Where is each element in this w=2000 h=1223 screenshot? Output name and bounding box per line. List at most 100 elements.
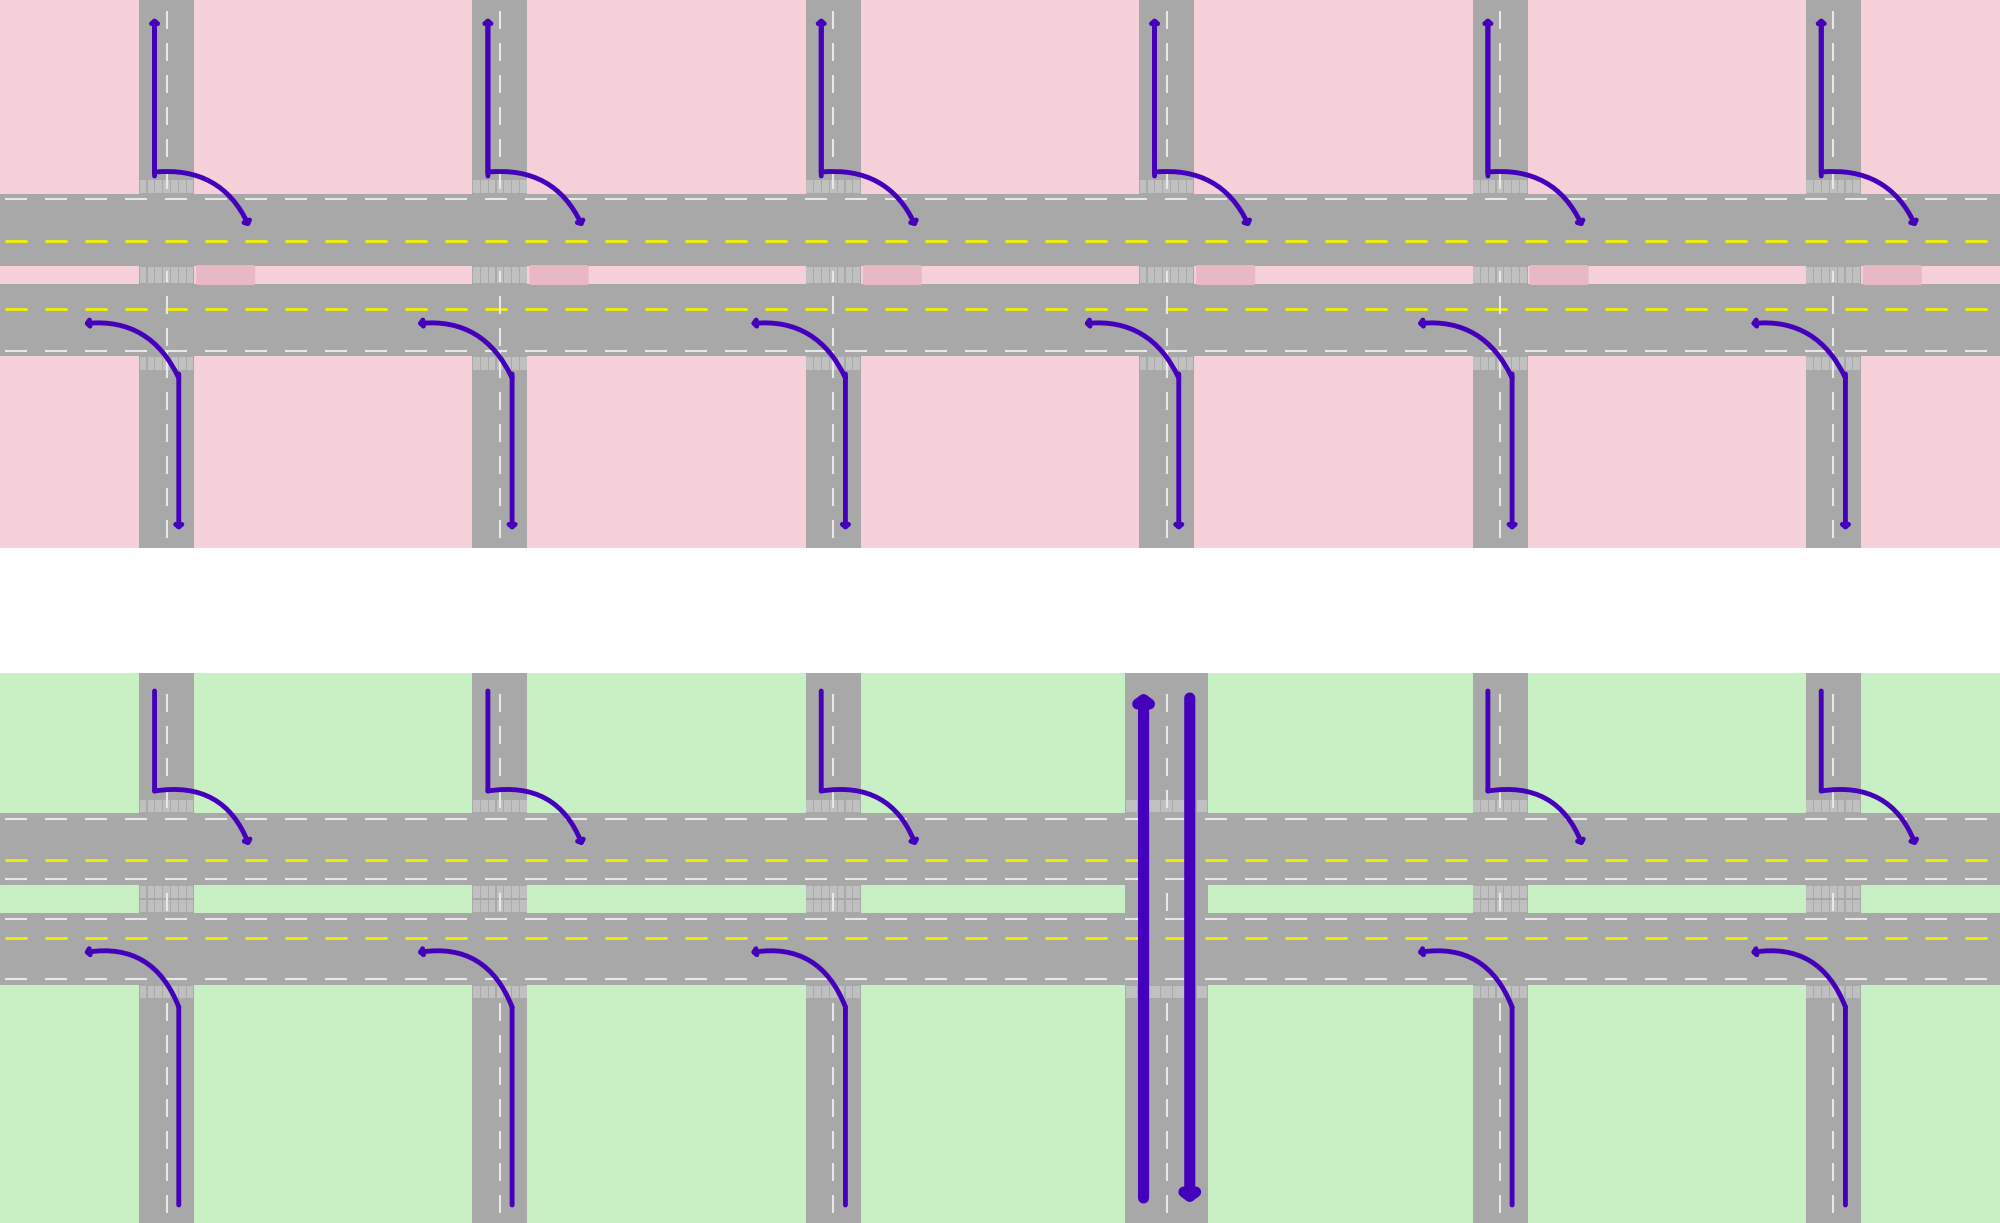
Bar [1504, 180, 1512, 193]
Bar [496, 357, 504, 371]
Bar [1472, 673, 1528, 1223]
Bar [480, 885, 488, 898]
Bar [1480, 986, 1488, 998]
Bar [1822, 900, 1828, 912]
Bar [520, 267, 526, 280]
Bar [1472, 986, 1480, 998]
Bar [814, 180, 820, 193]
Bar [1186, 270, 1194, 283]
Bar [1830, 885, 1836, 898]
Bar [1164, 270, 1170, 283]
Bar [1186, 180, 1194, 193]
Bar [838, 800, 844, 812]
Bar [1156, 267, 1162, 280]
Bar [1472, 270, 1480, 283]
Bar [806, 180, 812, 193]
Bar [472, 270, 480, 283]
Bar [854, 885, 860, 898]
Bar [814, 357, 820, 371]
Bar [1854, 885, 1860, 898]
Bar [1140, 0, 1194, 548]
Bar [148, 180, 154, 193]
Bar [504, 270, 512, 283]
Bar [838, 900, 844, 912]
Bar [1150, 800, 1160, 812]
Bar [178, 800, 186, 812]
Bar [1178, 270, 1186, 283]
FancyBboxPatch shape [1862, 265, 1922, 285]
Bar [1838, 180, 1844, 193]
Bar [1806, 800, 1812, 812]
FancyBboxPatch shape [196, 265, 256, 285]
Bar [806, 900, 812, 912]
Bar [172, 900, 178, 912]
Bar [156, 986, 162, 998]
Bar [846, 267, 852, 280]
Bar [520, 900, 526, 912]
Bar [854, 267, 860, 280]
Bar [1854, 357, 1860, 371]
Bar [186, 180, 194, 193]
Bar [1172, 267, 1178, 280]
Bar [520, 800, 526, 812]
Bar [1822, 885, 1828, 898]
Bar [172, 267, 178, 280]
Bar [496, 885, 504, 898]
Bar [178, 900, 186, 912]
Bar [1504, 885, 1512, 898]
Bar [488, 357, 496, 371]
FancyBboxPatch shape [1196, 265, 1256, 285]
Bar [1830, 986, 1836, 998]
Bar [1480, 885, 1488, 898]
Bar [1496, 986, 1504, 998]
Bar [496, 900, 504, 912]
Bar [140, 986, 146, 998]
Bar [1830, 357, 1836, 371]
Bar [1186, 357, 1194, 371]
Bar [1520, 180, 1526, 193]
Bar [1512, 885, 1518, 898]
Bar [496, 800, 504, 812]
Bar [1854, 986, 1860, 998]
Bar [1838, 900, 1844, 912]
Bar [480, 357, 488, 371]
Bar [838, 270, 844, 283]
Bar [1520, 357, 1526, 371]
Bar [838, 180, 844, 193]
Bar [512, 800, 518, 812]
Bar [164, 800, 170, 812]
Bar [1846, 270, 1852, 283]
Bar [1814, 885, 1820, 898]
Bar [846, 800, 852, 812]
Bar [1178, 357, 1186, 371]
Bar [512, 900, 518, 912]
Bar [504, 885, 512, 898]
Bar [1512, 267, 1518, 280]
Bar [172, 270, 178, 283]
Bar [1488, 180, 1496, 193]
Bar [1472, 180, 1480, 193]
Bar [1472, 885, 1480, 898]
Bar [504, 900, 512, 912]
Bar [1156, 180, 1162, 193]
Bar [1854, 270, 1860, 283]
Bar [186, 900, 194, 912]
Bar [1520, 900, 1526, 912]
Bar [504, 267, 512, 280]
Bar [1480, 800, 1488, 812]
Bar [1806, 357, 1812, 371]
Bar [512, 180, 518, 193]
Bar [830, 267, 836, 280]
Bar [822, 885, 828, 898]
Bar [0, 284, 2000, 356]
Bar [1520, 267, 1526, 280]
Bar [480, 270, 488, 283]
Bar [156, 270, 162, 283]
Bar [164, 180, 170, 193]
Bar [488, 180, 496, 193]
Bar [1480, 357, 1488, 371]
Bar [1806, 673, 1860, 1223]
Bar [1138, 986, 1148, 998]
Bar [140, 270, 146, 283]
Bar [178, 180, 186, 193]
